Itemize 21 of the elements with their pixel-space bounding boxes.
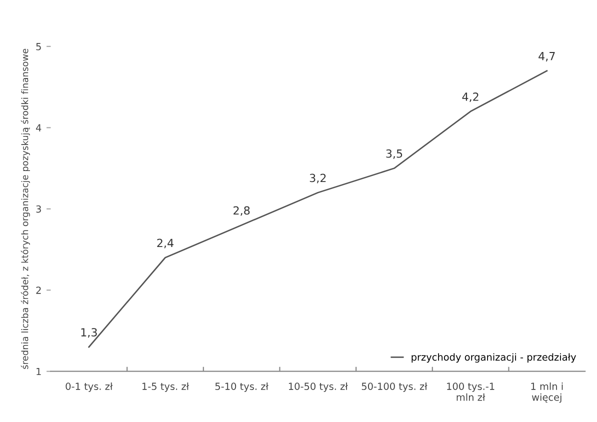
y-axis-title: średnia liczba źródeł, z których organizacje pozyskują środki finansowe xyxy=(20,48,30,369)
y-tick-label: 3 xyxy=(36,205,41,213)
data-label: 3,2 xyxy=(310,174,326,184)
y-tick-label: 5 xyxy=(36,43,41,50)
data-label: 3,5 xyxy=(386,149,402,159)
x-tick-label: 50-100 tys. zł xyxy=(362,382,428,392)
x-tick-label: 5-10 tys. zł xyxy=(215,382,268,392)
y-tick-label: 1 xyxy=(36,368,41,376)
y-tick-label: 2 xyxy=(36,286,41,294)
data-label: 4,7 xyxy=(538,52,555,62)
x-tick-label: 1 mln i więcej xyxy=(531,382,563,403)
x-tick-label: 100 tys.-1 mln zł xyxy=(447,382,494,401)
x-tick-label: 1-5 tys. zł xyxy=(142,382,190,392)
data-label: 4,2 xyxy=(462,92,478,102)
data-label: 2,8 xyxy=(234,206,250,216)
y-tick-label: 4 xyxy=(36,124,42,132)
data-label: 1,3 xyxy=(81,328,97,338)
data-label: 2,4 xyxy=(157,238,174,248)
x-tick-label: 0-1 tys. zł xyxy=(66,382,113,392)
x-tick-label: 10-50 tys. zł xyxy=(288,382,348,392)
legend-label: przychody organizacji - przedziały xyxy=(412,353,576,363)
